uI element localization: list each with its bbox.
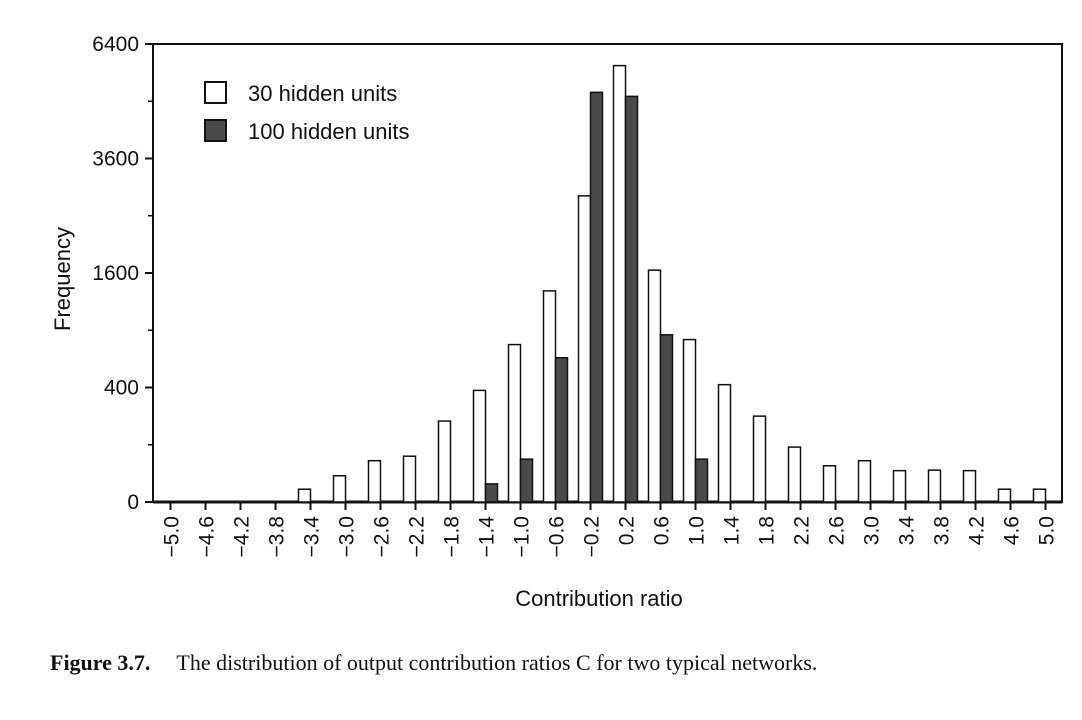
x-axis: −5.0 −4.6 −4.2 −3.8 −3.4 −3.0 −2.6 −2.2 −1.8 −1.4… (153, 500, 1062, 558)
histogram-chart: 0 400 1600 3600 6400 −5.0 −4.6 −4.2 −3.8 −3.4 −3.… (50, 33, 1063, 611)
bar-30-hidden-units (297, 488, 312, 503)
x-tick-label: −4.2 (231, 516, 254, 557)
bar-30-hidden-units (857, 459, 872, 503)
caption-text: The distribution of output contribution … (176, 650, 818, 675)
x-tick-label: −1.4 (476, 516, 499, 558)
bar-100-hidden-units (659, 334, 674, 503)
bar-30-hidden-units (472, 389, 487, 503)
x-tick-label: 3.0 (861, 516, 884, 545)
bar-30-hidden-units (717, 383, 732, 503)
x-tick-label: 4.6 (1001, 516, 1024, 545)
bar-30-hidden-units (787, 446, 802, 503)
bar-30-hidden-units (752, 415, 767, 503)
x-tick-label: −5.0 (161, 516, 184, 557)
bar-30-hidden-units (437, 420, 452, 503)
x-tick-label: 0.2 (616, 516, 639, 545)
y-tick-label: 1600 (92, 262, 139, 285)
x-tick-label: 5.0 (1036, 516, 1059, 545)
x-tick-label: 2.2 (791, 516, 814, 545)
x-tick-label: −4.6 (196, 516, 219, 557)
x-tick-label: −2.6 (371, 516, 394, 557)
bar-30-hidden-units (612, 64, 627, 503)
x-tick-label: 3.8 (931, 516, 954, 545)
bar-30-hidden-units (1032, 488, 1047, 503)
bar-30-hidden-units (367, 459, 382, 503)
bar-100-hidden-units (589, 91, 604, 503)
x-tick-label: −0.6 (546, 516, 569, 557)
bar-30-hidden-units (402, 455, 417, 503)
legend: 30 hidden units 100 hidden units (204, 81, 409, 144)
bar-100-hidden-units (519, 458, 534, 503)
x-tick-label: 2.6 (826, 516, 849, 545)
bar-30-hidden-units (682, 338, 697, 503)
x-tick-label: 1.4 (721, 516, 744, 546)
bar-100-hidden-units (624, 95, 639, 503)
y-axis-title: Frequency (50, 227, 75, 331)
bar-30-hidden-units (927, 469, 942, 503)
x-tick-label: −3.4 (301, 516, 324, 558)
bar-30-hidden-units (647, 269, 662, 503)
bar-30-hidden-units (332, 475, 347, 503)
legend-label-100-hidden-units: 100 hidden units (248, 119, 409, 144)
y-tick-label: 0 (127, 491, 139, 514)
x-tick-label: 1.0 (686, 516, 709, 545)
legend-swatch-30-hidden-units (204, 81, 227, 104)
bar-100-hidden-units (484, 483, 499, 503)
y-tick-label: 400 (104, 377, 139, 400)
x-tick-label: −3.8 (266, 516, 289, 557)
plot-frame (152, 43, 1063, 503)
y-tick-label: 3600 (92, 148, 139, 171)
legend-label-30-hidden-units: 30 hidden units (248, 81, 397, 106)
x-tick-label: 1.8 (756, 516, 779, 545)
bar-30-hidden-units (822, 465, 837, 503)
bar-30-hidden-units (962, 469, 977, 503)
bar-30-hidden-units (577, 195, 592, 503)
x-tick-label: −1.8 (441, 516, 464, 557)
x-tick-label: 4.2 (966, 516, 989, 545)
x-tick-label: −3.0 (336, 516, 359, 557)
x-tick-label: 3.4 (896, 516, 919, 546)
bar-100-hidden-units (694, 458, 709, 503)
x-tick-label: −2.2 (406, 516, 429, 557)
y-tick-label: 6400 (92, 33, 139, 56)
x-tick-label: 0.6 (651, 516, 674, 545)
bar-30-hidden-units (892, 469, 907, 503)
x-axis-title: Contribution ratio (515, 586, 683, 611)
y-axis: 0 400 1600 3600 6400 (92, 33, 153, 514)
plot-border (152, 43, 1063, 503)
bar-30-hidden-units (997, 488, 1012, 503)
figure-number: Figure 3.7. (50, 650, 151, 675)
bar-30-hidden-units (542, 290, 557, 503)
bars (297, 64, 1047, 503)
bar-30-hidden-units (507, 343, 522, 503)
bar-100-hidden-units (554, 356, 569, 503)
legend-swatch-100-hidden-units (204, 119, 227, 142)
figure-caption: Figure 3.7. The distribution of output co… (50, 650, 1050, 676)
x-tick-label: −0.2 (581, 516, 604, 557)
x-tick-label: −1.0 (511, 516, 534, 557)
